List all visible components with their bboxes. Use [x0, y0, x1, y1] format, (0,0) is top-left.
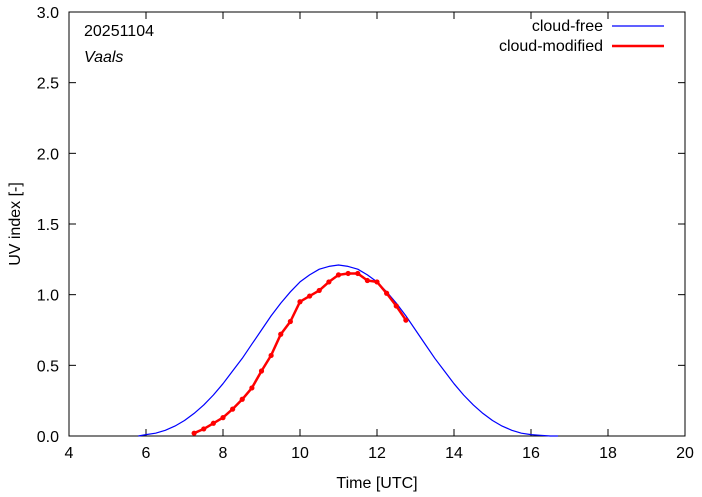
- x-tick-label: 12: [368, 445, 386, 462]
- data-point-cloud-modified: [307, 293, 313, 299]
- x-tick-labels: 4 6 8 10 12 14 16 18 20: [65, 445, 694, 462]
- y-tick-labels: 0.0 0.5 1.0 1.5 2.0 2.5 3.0: [37, 5, 59, 446]
- data-point-cloud-modified: [220, 415, 226, 421]
- data-point-cloud-modified: [249, 385, 255, 391]
- data-point-cloud-modified: [268, 352, 274, 359]
- data-point-cloud-modified: [326, 279, 332, 285]
- data-point-cloud-modified: [258, 368, 265, 374]
- data-point-cloud-modified: [201, 426, 207, 432]
- y-tick-label: 0.5: [37, 358, 59, 375]
- data-point-cloud-modified: [239, 396, 245, 402]
- x-tick-label: 18: [599, 445, 617, 462]
- y-tick-label: 0.0: [37, 429, 59, 446]
- x-tick-label: 8: [219, 445, 228, 462]
- data-point-cloud-modified: [393, 303, 399, 309]
- x-tick-label: 6: [142, 445, 151, 462]
- x-tick-label: 14: [445, 445, 463, 462]
- data-point-cloud-modified: [316, 287, 322, 294]
- series-line-cloud-free: [138, 264, 558, 437]
- y-axis-label: UV index [-]: [7, 182, 24, 266]
- legend-label-cloud-free: cloud-free: [532, 18, 603, 35]
- legend: cloud-free cloud-modified: [499, 18, 664, 55]
- series-layer: [138, 264, 558, 437]
- x-tick-label: 16: [522, 445, 540, 462]
- date-label: 20251104: [84, 23, 154, 40]
- y-tick-label: 2.5: [37, 76, 59, 93]
- y-tick-label: 1.5: [37, 217, 59, 234]
- x-tick-label: 4: [65, 445, 74, 462]
- data-point-cloud-modified: [345, 270, 351, 277]
- legend-label-cloud-modified: cloud-modified: [499, 38, 603, 55]
- data-point-cloud-modified: [191, 430, 197, 436]
- plot-area: [68, 11, 686, 437]
- axis-ticks: [68, 11, 686, 437]
- data-point-cloud-modified: [364, 277, 370, 284]
- y-tick-label: 3.0: [37, 5, 59, 22]
- data-point-cloud-modified: [403, 317, 409, 323]
- x-axis-label: Time [UTC]: [336, 475, 417, 492]
- data-point-cloud-modified: [230, 406, 236, 412]
- x-tick-label: 10: [291, 445, 309, 462]
- data-point-cloud-modified: [374, 279, 380, 285]
- x-tick-label: 20: [676, 445, 694, 462]
- y-tick-label: 2.0: [37, 146, 59, 163]
- location-label: Vaals: [84, 49, 123, 66]
- y-tick-label: 1.0: [37, 288, 59, 305]
- data-point-cloud-modified: [335, 272, 342, 278]
- data-point-cloud-modified: [384, 290, 390, 296]
- data-point-cloud-modified: [278, 331, 284, 337]
- data-point-cloud-modified: [297, 299, 303, 305]
- data-point-cloud-modified: [287, 318, 293, 325]
- data-point-cloud-modified: [355, 270, 361, 277]
- data-point-cloud-modified: [210, 420, 216, 426]
